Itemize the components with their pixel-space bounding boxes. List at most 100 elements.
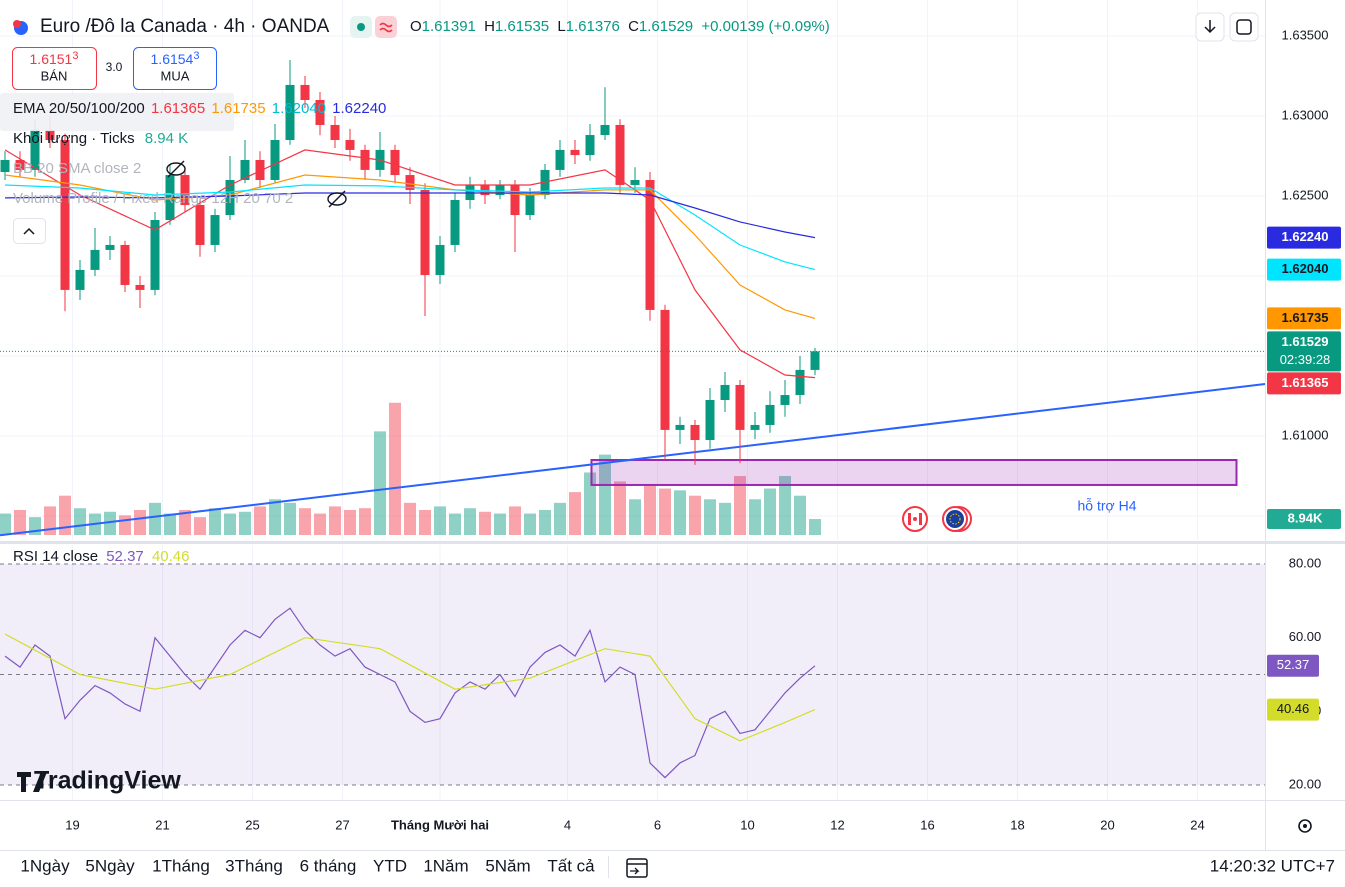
range-button[interactable]: 3Tháng (225, 856, 283, 875)
vp-legend[interactable]: Volume Profile / Fixed Range 12H 20 70 2 (13, 190, 293, 207)
volume-bar (298, 508, 311, 535)
volume-bar (163, 513, 176, 535)
grid-layer (0, 0, 1265, 800)
candle-body (405, 175, 415, 190)
goto-date-button[interactable] (626, 858, 648, 878)
range-button[interactable]: 1Tháng (152, 856, 210, 875)
candle-body (645, 180, 655, 310)
sell-button[interactable] (12, 47, 97, 90)
ema-price-badge (1267, 258, 1341, 281)
y-tick-label: 1.63000 (1282, 107, 1329, 122)
volume-bar (523, 513, 536, 535)
rsi-ma-value: 40.46 (152, 548, 190, 565)
volume-bar (133, 509, 146, 535)
rsi-legend[interactable]: RSI 14 close 52.37 40.46 (13, 548, 189, 565)
volume-bar (613, 481, 626, 535)
volume-bar (433, 506, 446, 535)
volume-bar (568, 492, 581, 535)
range-button[interactable]: 1Ngày (20, 856, 70, 875)
volume-bar (583, 472, 596, 535)
candle-body (705, 400, 715, 440)
volume-legend[interactable]: Khối lượng · Ticks 8.94 K (13, 130, 188, 147)
legend-highlight (0, 93, 234, 131)
x-tick-label: 24 (1190, 817, 1204, 832)
range-button[interactable]: 6 tháng (300, 856, 357, 875)
candle-body (300, 84, 310, 100)
rsi-line (4, 607, 816, 779)
range-button[interactable]: Tất cả (547, 856, 595, 875)
candle-body (660, 309, 670, 430)
ohlc-value: 1.61535 (495, 18, 549, 35)
price-badge-label: 1.62240 (1282, 229, 1329, 244)
buy-label: MUA (161, 68, 190, 83)
candle-body (690, 424, 700, 440)
sell-price-pip: 3 (72, 50, 78, 62)
y-tick-label: 20.00 (1289, 776, 1322, 791)
candle-body (675, 424, 685, 430)
bb-legend[interactable]: BB 20 SMA close 2 (13, 160, 141, 177)
collapse-legend-button[interactable] (13, 218, 46, 244)
volume-bar (238, 511, 251, 535)
ohlc-value: 1.61376 (566, 18, 620, 35)
ema-title: EMA 20/50/100/200 (13, 100, 145, 117)
candle-body (45, 129, 55, 140)
symbol-title[interactable]: Euro /Đô la Canada · 4h · OANDA (40, 16, 330, 37)
arrow-icon (1204, 20, 1216, 34)
volume-bar (478, 511, 491, 535)
y-tick-label: 1.62500 (1282, 187, 1329, 202)
volume-bar (793, 495, 806, 535)
candle-body (720, 384, 730, 400)
hidden-icon[interactable] (327, 190, 347, 208)
y-tick-label: 60.00 (1289, 629, 1322, 644)
hidden-icon[interactable] (166, 160, 186, 178)
volume-badge-label: 8.94K (1288, 510, 1323, 525)
zone-label: hỗ trợ H4 (1078, 498, 1137, 514)
price-badge-label: 1.61529 (1282, 334, 1329, 349)
range-button[interactable]: 1Năm (423, 856, 468, 875)
ema-line (4, 149, 816, 379)
buy-button[interactable] (133, 47, 217, 90)
data-delay-badge[interactable] (375, 16, 397, 38)
watermark-text: TradingView (34, 767, 181, 795)
range-button[interactable]: 5Năm (485, 856, 530, 875)
ema-price-badge (1267, 372, 1341, 395)
volume-bar (628, 499, 641, 535)
candle-body (360, 149, 370, 170)
price-badge-label: 1.61735 (1282, 310, 1329, 325)
ohlc-key: C (628, 18, 639, 35)
last-price-badge (1267, 331, 1341, 372)
x-tick-label: 16 (920, 817, 934, 832)
sell-label: BÁN (41, 68, 68, 83)
volume-bar (148, 502, 161, 535)
change: +0.00139 (+0.09%) (701, 18, 829, 35)
buy-price: 1.61543 (151, 50, 200, 67)
settings-button[interactable] (1298, 819, 1312, 833)
ohlc-value: 1.61529 (639, 18, 693, 35)
candle-body (420, 189, 430, 276)
y-tick-label: 80.00 (1289, 555, 1322, 570)
ema-legend[interactable]: EMA 20/50/100/200 1.61365 1.61735 1.6204… (13, 100, 386, 117)
candle-body (570, 149, 580, 156)
y-tick-label: 1.63500 (1282, 27, 1329, 42)
ema-value: 1.61365 (151, 100, 205, 117)
candle-body (120, 244, 130, 285)
ema-price-badge (1267, 307, 1341, 330)
volume-bar (688, 495, 701, 535)
range-button[interactable]: YTD (373, 856, 407, 875)
volume-bar (358, 508, 371, 535)
candle-body (765, 404, 775, 425)
range-button[interactable]: 5Ngày (85, 856, 135, 875)
candle-body (555, 149, 565, 170)
x-tick-label: 4 (564, 817, 571, 832)
rsi-badge-label: 52.37 (1277, 657, 1310, 672)
x-tick-label: Tháng Mười hai (391, 817, 489, 832)
fullscreen-button[interactable] (1229, 12, 1259, 42)
volume-value: 8.94 K (145, 130, 188, 147)
event-flag-eur[interactable] (942, 506, 972, 532)
event-flag-cad[interactable] (902, 506, 928, 532)
clock[interactable]: 14:20:32 UTC+7 (1210, 856, 1335, 875)
candle-body (240, 160, 250, 180)
volume-bar (373, 431, 386, 535)
candle-body (600, 124, 610, 136)
